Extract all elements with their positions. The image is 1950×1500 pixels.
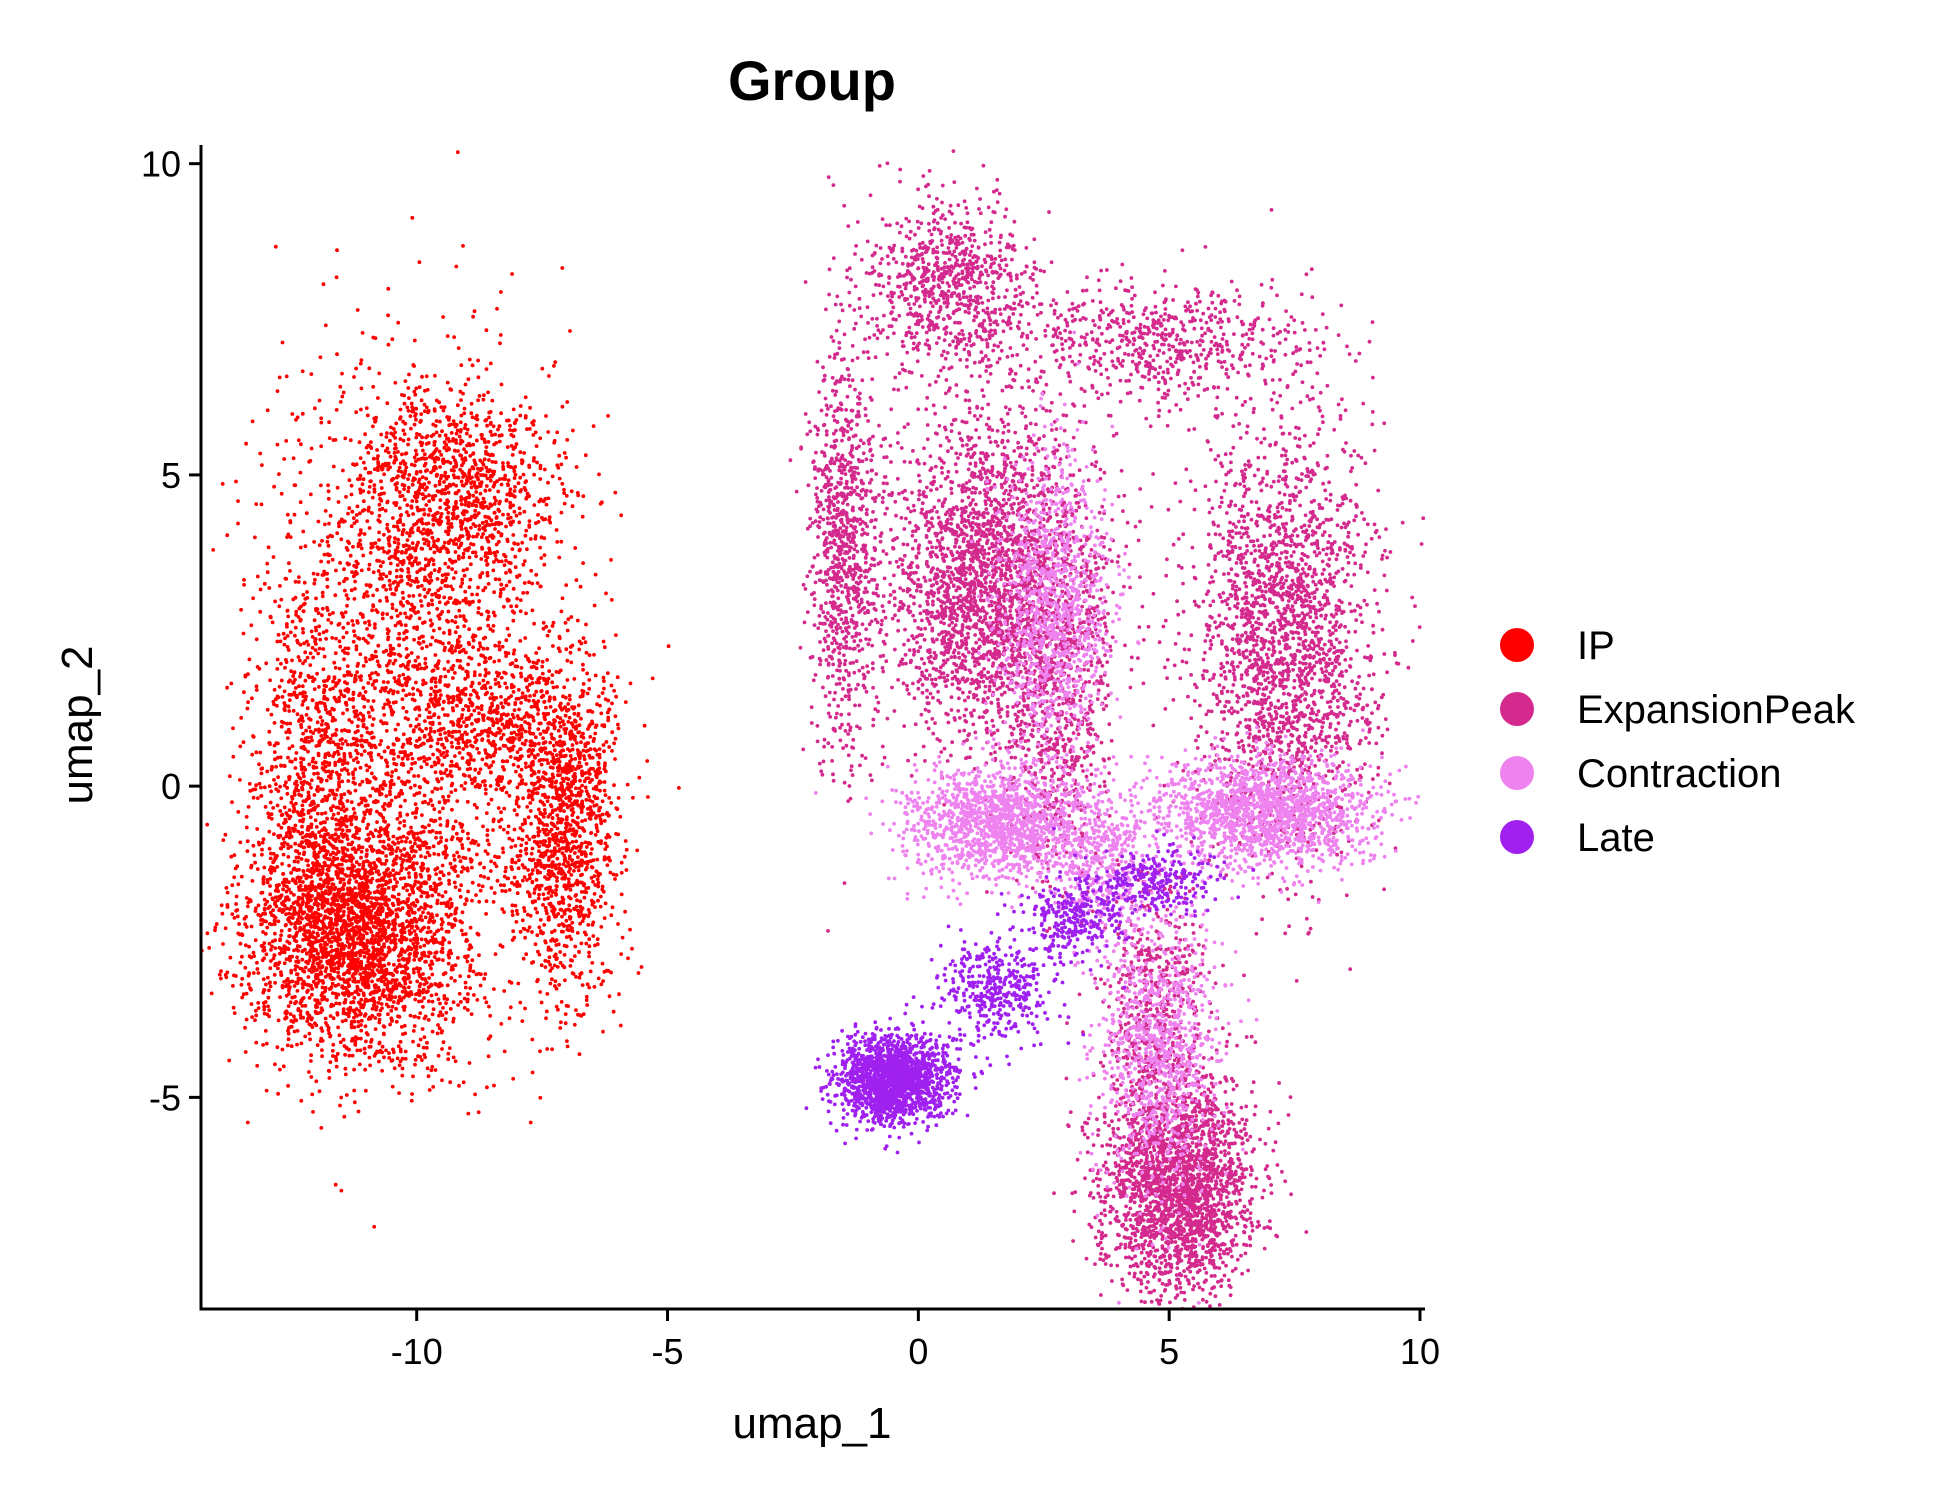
y-tick-label: 10: [141, 144, 181, 185]
legend-item-contraction: Contraction: [1500, 752, 1782, 796]
cluster-ip-1: [199, 727, 543, 1193]
series-ip-points: [199, 150, 681, 1229]
x-tick-label: 0: [908, 1331, 928, 1372]
legend: IP ExpansionPeak Contraction Late: [1500, 624, 1856, 860]
y-axis-label: umap_2: [53, 645, 102, 804]
cluster-late-2: [911, 903, 1086, 1076]
cluster-late-1: [804, 1002, 993, 1155]
cluster-points: [817, 270, 1171, 894]
cluster-ip-6: [225, 528, 401, 1079]
cluster-points: [804, 1002, 993, 1155]
y-axis-ticks: -5 0 5 10: [141, 144, 201, 1118]
cluster-points: [969, 330, 1141, 876]
legend-item-late: Late: [1500, 816, 1655, 860]
y-tick-label: -5: [149, 1077, 181, 1118]
cluster-points: [1106, 207, 1426, 983]
legend-item-ip: IP: [1500, 624, 1615, 668]
cluster-points: [911, 903, 1086, 1076]
cluster-points: [225, 528, 401, 1079]
legend-item-expansionpeak: ExpansionPeak: [1500, 688, 1856, 732]
legend-swatch: [1500, 692, 1534, 726]
series-expansionpeak-points: [788, 149, 1426, 1311]
chart-title: Group: [728, 49, 896, 112]
cluster-expansionpeak-1: [817, 270, 1171, 894]
legend-label: Contraction: [1577, 752, 1782, 796]
x-axis-label: umap_1: [732, 1399, 891, 1448]
y-tick-label: 5: [161, 455, 181, 496]
cluster-expansionpeak-4: [788, 175, 904, 933]
y-tick-label: 0: [161, 766, 181, 807]
x-tick-label: -10: [391, 1331, 443, 1372]
cluster-ip-5: [362, 596, 620, 887]
legend-swatch: [1500, 756, 1534, 790]
cluster-points: [788, 175, 904, 933]
cluster-expansionpeak-2: [1106, 207, 1426, 983]
cluster-points: [1006, 744, 1172, 993]
series-contraction-points: [813, 330, 1421, 1305]
cluster-points: [813, 720, 1140, 910]
legend-swatch: [1500, 628, 1534, 662]
cluster-late-4: [1077, 829, 1256, 918]
points-layer: [199, 149, 1426, 1311]
legend-label: ExpansionPeak: [1577, 688, 1856, 732]
x-tick-label: 10: [1400, 1331, 1440, 1372]
series-late-points: [804, 826, 1256, 1155]
x-tick-label: -5: [652, 1331, 684, 1372]
legend-label: Late: [1577, 816, 1655, 860]
cluster-ip-2: [205, 150, 681, 1229]
cluster-contraction-5: [1006, 744, 1172, 993]
cluster-expansionpeak-5: [824, 149, 1077, 447]
x-tick-label: 5: [1159, 1331, 1179, 1372]
cluster-contraction-1: [813, 720, 1140, 910]
x-axis-ticks: -10 -5 0 5 10: [391, 1309, 1440, 1372]
cluster-contraction-2: [1047, 725, 1421, 905]
cluster-points: [1047, 725, 1421, 905]
cluster-points: [1077, 829, 1256, 918]
cluster-points: [205, 150, 681, 1229]
legend-label: IP: [1577, 624, 1615, 668]
cluster-points: [362, 596, 620, 887]
cluster-contraction-3: [969, 330, 1141, 876]
cluster-points: [199, 727, 543, 1193]
cluster-points: [824, 149, 1077, 447]
legend-swatch: [1500, 820, 1534, 854]
